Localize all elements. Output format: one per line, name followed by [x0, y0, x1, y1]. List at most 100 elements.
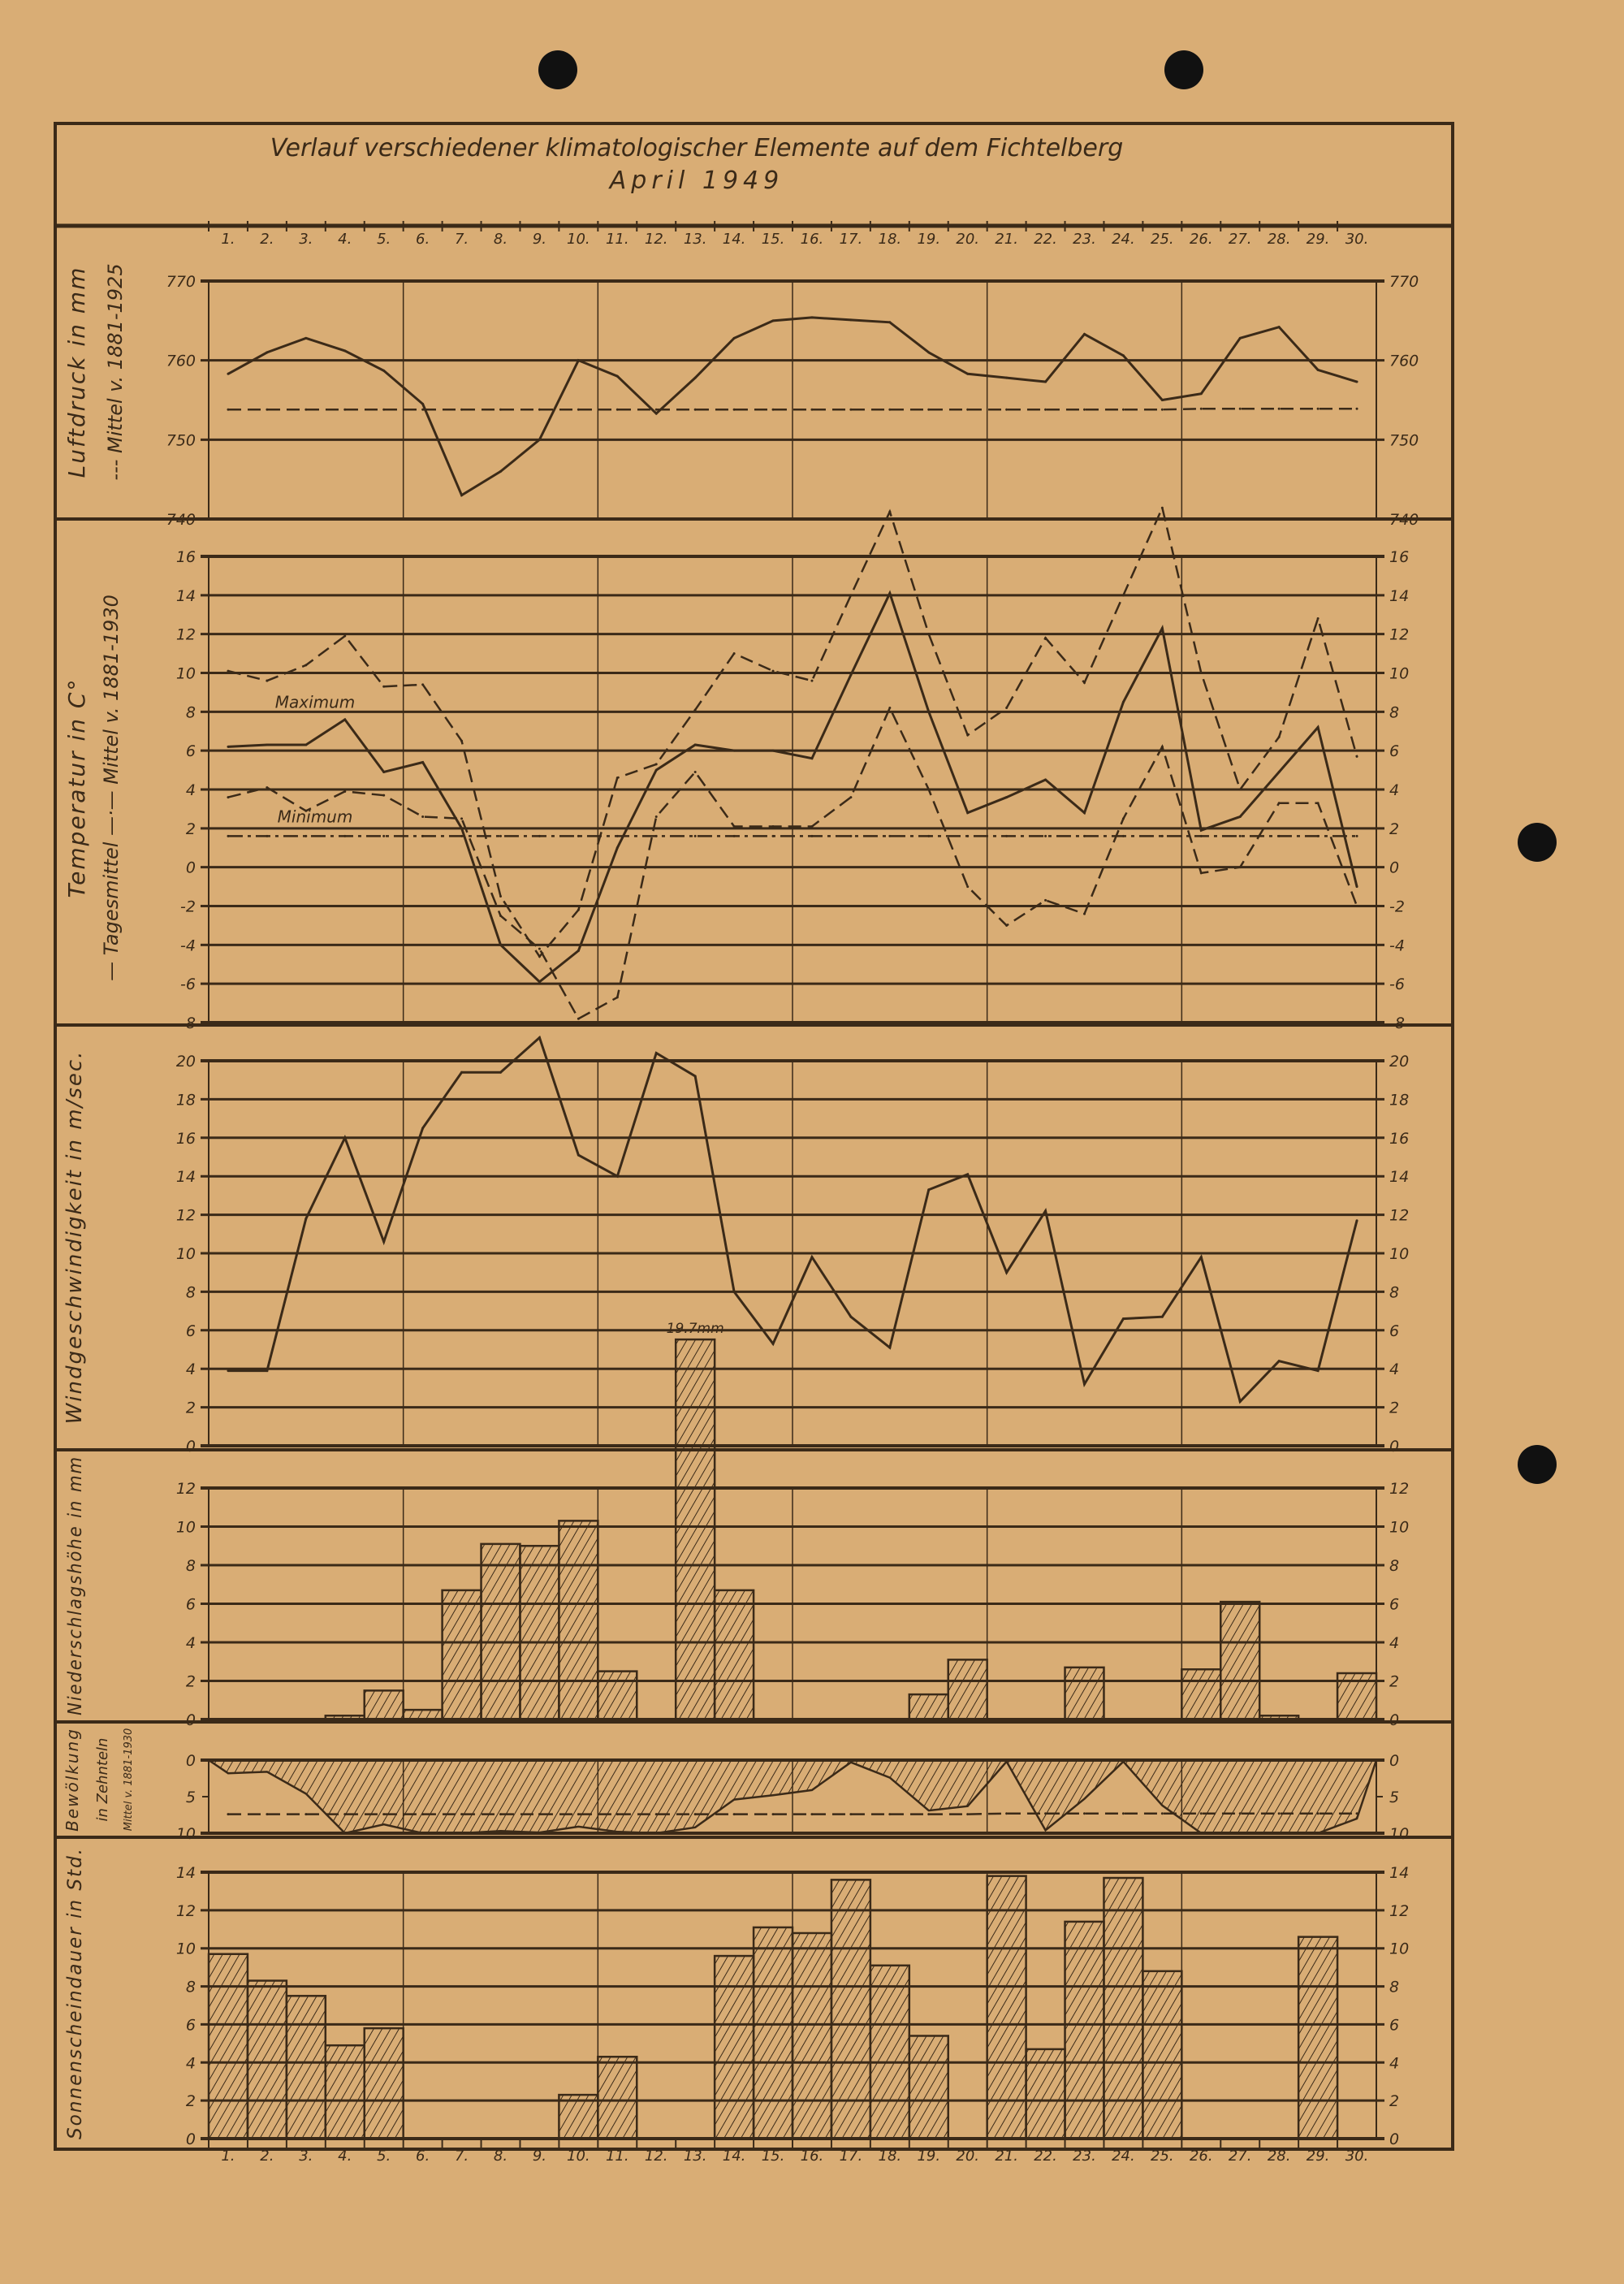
data-point [577, 1017, 580, 1020]
data-point [771, 1342, 775, 1345]
data-point [538, 1813, 541, 1816]
y-tick-label-right: 20 [1389, 1053, 1409, 1071]
data-point [460, 1813, 464, 1816]
data-point [1277, 407, 1281, 410]
y-tick-label-left: 12 [176, 1207, 196, 1225]
chart-title: Verlauf verschiedener klimatologischer E… [270, 134, 1123, 162]
bar [1258, 1715, 1300, 1721]
data-point [1355, 380, 1358, 383]
y-tick-label-left: 4 [186, 1360, 196, 1378]
data-point [732, 834, 736, 837]
y-tick-label-right: 2 [1389, 820, 1399, 838]
day-label-top: 18. [879, 231, 902, 248]
data-point [693, 376, 697, 379]
data-point [927, 408, 931, 411]
series-line [227, 1812, 1358, 1815]
bar [363, 2027, 404, 2140]
bar [1025, 2048, 1066, 2140]
data-point [499, 943, 502, 946]
data-point [1160, 834, 1164, 837]
data-point [615, 776, 619, 780]
data-point [1044, 1812, 1047, 1815]
data-point [382, 794, 386, 797]
bar [713, 1954, 755, 2140]
y-tick-label-left: 10 [176, 1825, 196, 1843]
data-point [1121, 594, 1125, 597]
data-point [1160, 408, 1164, 411]
y-axis-label: Temperatur in C° [63, 678, 90, 898]
data-point [1199, 672, 1203, 674]
data-point [888, 707, 892, 710]
series-line [227, 316, 1358, 497]
data-point [1277, 1360, 1281, 1363]
data-point [460, 494, 464, 497]
data-point [927, 710, 931, 713]
y-tick-label-left: 2 [186, 1399, 196, 1417]
bar [324, 1715, 365, 1721]
data-point [810, 757, 814, 760]
data-point [227, 408, 230, 411]
data-point [693, 708, 697, 712]
data-point [499, 1813, 502, 1816]
data-point [1355, 407, 1358, 410]
data-point [1355, 1219, 1358, 1222]
day-label-bottom: 29. [1307, 2148, 1330, 2165]
day-label-bottom: 8. [494, 2148, 508, 2165]
data-point [266, 408, 269, 411]
y-tick-label-right: 6 [1389, 1322, 1399, 1340]
data-point [304, 1813, 308, 1816]
y-tick-label-right: 8 [1389, 1283, 1399, 1301]
y-tick-label-left: 14 [176, 587, 196, 605]
data-point [810, 1256, 814, 1259]
y-tick-label-right: 8 [1389, 1557, 1399, 1575]
data-point [1238, 1399, 1242, 1403]
day-label-bottom: 2. [260, 2148, 274, 2165]
data-point [1121, 700, 1125, 703]
y-tick-label-left: 4 [186, 1634, 196, 1652]
data-point [927, 633, 931, 636]
y-tick-label-right: 2 [1389, 2092, 1399, 2110]
data-point [304, 664, 308, 667]
day-label-bottom: 7. [455, 2148, 469, 2165]
data-point [966, 1173, 970, 1176]
data-point [382, 408, 386, 411]
y-tick-label-left: 760 [166, 353, 196, 370]
data-point [538, 947, 541, 950]
y-tick-label-right: 2 [1389, 1399, 1399, 1417]
data-point [810, 408, 814, 411]
data-point [1355, 885, 1358, 889]
data-point [1355, 905, 1358, 907]
y-tick-label-right: 18 [1389, 1091, 1409, 1109]
bar [558, 2093, 599, 2140]
bar [830, 1879, 872, 2140]
data-point [810, 316, 814, 319]
day-label-top: 5. [377, 231, 391, 248]
y-tick-label-left: 10 [176, 1940, 196, 1958]
day-label-top: 14. [723, 231, 746, 248]
data-point [421, 761, 425, 764]
data-point [849, 834, 853, 837]
day-label-top: 26. [1190, 231, 1213, 248]
data-point [771, 319, 775, 322]
data-point [1044, 380, 1047, 383]
data-point [771, 834, 775, 837]
day-label-top: 6. [416, 231, 430, 248]
data-point [227, 669, 230, 673]
data-point [1005, 796, 1009, 799]
bar [908, 1693, 949, 1721]
y-tick-label-left: 18 [176, 1091, 196, 1109]
day-label-bottom: 9. [533, 2148, 546, 2165]
day-label-bottom: 20. [956, 2148, 979, 2165]
data-point [966, 408, 970, 411]
data-point [1083, 1382, 1086, 1386]
y-tick-label-right: 6 [1389, 742, 1399, 760]
data-point [1160, 506, 1164, 509]
day-label-top: 16. [801, 231, 824, 248]
data-point [227, 796, 230, 799]
y-tick-label-right: 0 [1389, 1438, 1399, 1456]
day-label-bottom: 18. [879, 2148, 902, 2165]
data-point [1121, 1317, 1125, 1321]
y-axis-label: Sonnenscheindauer in Std. [63, 1847, 86, 2139]
y-tick-label-left: -8 [180, 1014, 196, 1032]
data-point [1199, 872, 1203, 875]
